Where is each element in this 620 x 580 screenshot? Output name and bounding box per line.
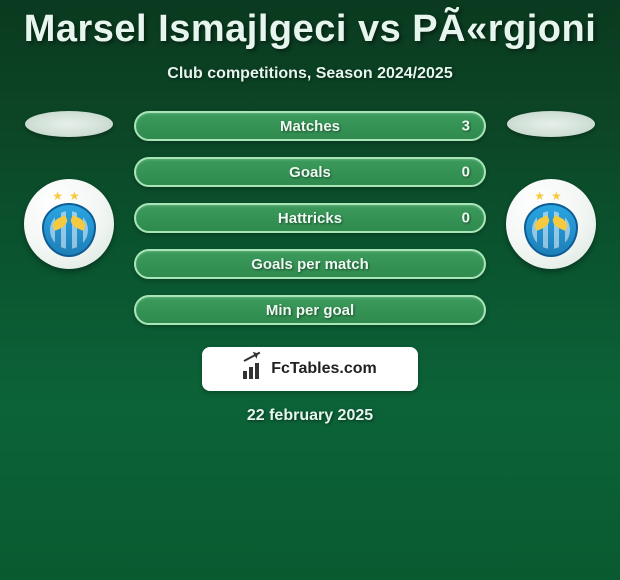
player-left-silhouette (25, 111, 113, 137)
page-title: Marsel Ismajlgeci vs PÃ«rgjoni (0, 0, 620, 51)
stat-label: Hattricks (278, 210, 342, 227)
stats-list: Matches 3 Goals 0 Hattricks 0 Goals per … (134, 111, 486, 325)
club-logo-left: ★★ (24, 179, 114, 269)
date-label: 22 february 2025 (0, 407, 620, 425)
club-eagle-icon (534, 216, 568, 236)
club-shield-icon (524, 203, 578, 257)
club-stars-icon: ★★ (38, 189, 100, 203)
stat-value-right: 0 (462, 210, 470, 227)
player-right-column: ★★ (496, 111, 606, 269)
stat-row-hattricks: Hattricks 0 (134, 203, 486, 233)
stat-row-goals: Goals 0 (134, 157, 486, 187)
club-shield-icon (42, 203, 96, 257)
comparison-panel: ★★ Matches 3 Goals 0 Hattricks 0 Goals p… (0, 111, 620, 325)
stat-label: Matches (280, 118, 340, 135)
stat-label: Min per goal (266, 302, 354, 319)
brand-box[interactable]: FcTables.com (202, 347, 418, 391)
subtitle: Club competitions, Season 2024/2025 (0, 65, 620, 83)
player-right-silhouette (507, 111, 595, 137)
brand-label: FcTables.com (271, 360, 377, 378)
stat-label: Goals (289, 164, 331, 181)
stat-value-right: 0 (462, 164, 470, 181)
chart-growth-icon (243, 359, 267, 379)
player-left-column: ★★ (14, 111, 124, 269)
stat-label: Goals per match (251, 256, 369, 273)
stat-row-min-per-goal: Min per goal (134, 295, 486, 325)
club-logo-right: ★★ (506, 179, 596, 269)
stat-row-matches: Matches 3 (134, 111, 486, 141)
stat-row-goals-per-match: Goals per match (134, 249, 486, 279)
club-eagle-icon (52, 216, 86, 236)
stat-value-right: 3 (462, 118, 470, 135)
club-stars-icon: ★★ (520, 189, 582, 203)
